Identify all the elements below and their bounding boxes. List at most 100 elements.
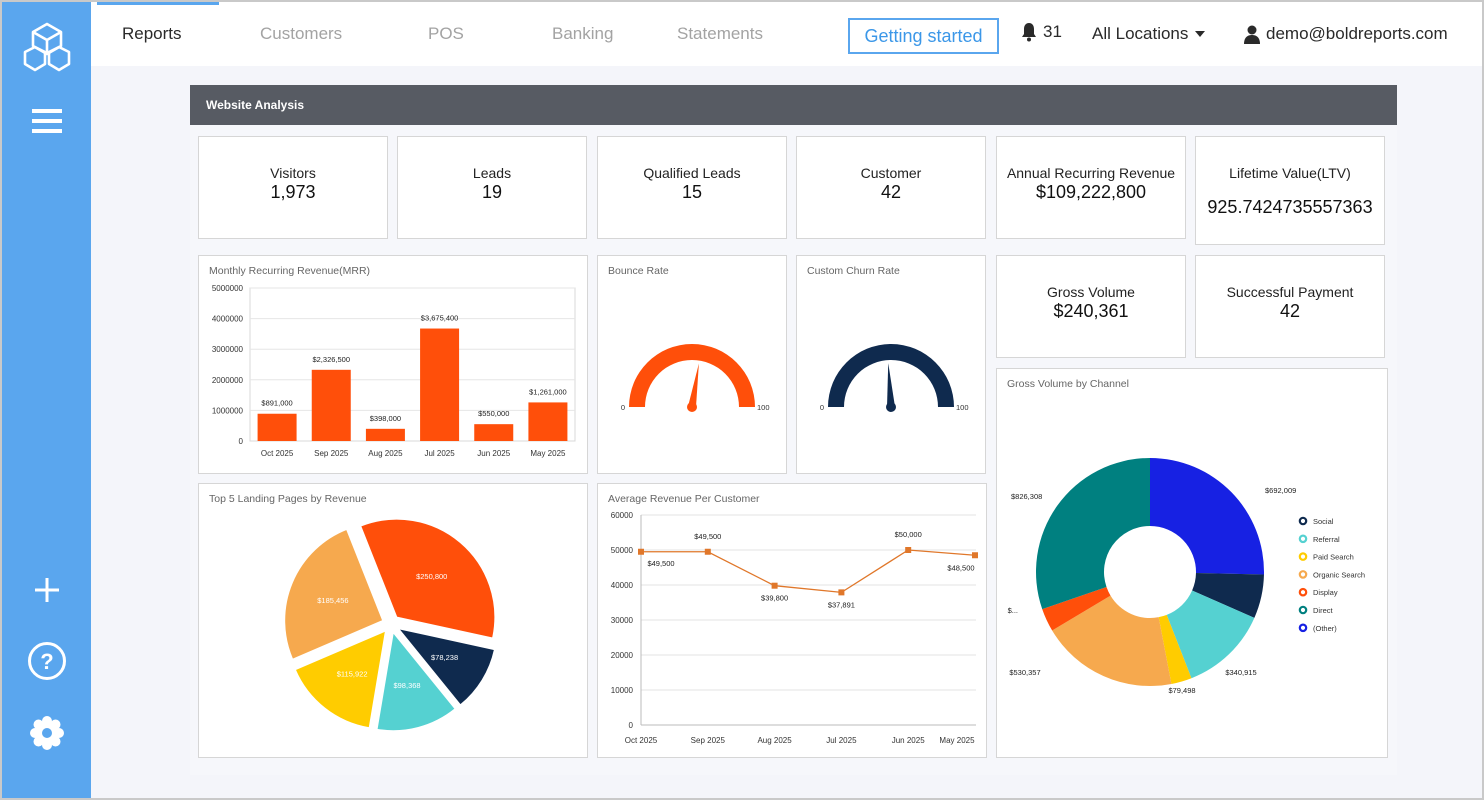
kpi-value: $240,361 bbox=[1053, 301, 1129, 321]
x-tick-label: Oct 2025 bbox=[261, 449, 294, 458]
tab-customers[interactable]: Customers bbox=[260, 24, 343, 43]
chart-title: Monthly Recurring Revenue(MRR) bbox=[209, 265, 371, 277]
donut-data-label: $... bbox=[1008, 606, 1018, 615]
y-tick-label: 0 bbox=[629, 721, 634, 730]
tab-reports[interactable]: Reports bbox=[122, 24, 182, 43]
x-tick-label: May 2025 bbox=[939, 736, 975, 745]
donut-slice bbox=[1158, 614, 1192, 684]
arpc-chart-card: Average Revenue Per Customer 0 10000 20000… bbox=[597, 483, 987, 758]
chart-title: Average Revenue Per Customer bbox=[608, 493, 760, 505]
bar bbox=[474, 424, 514, 441]
kpi-label: Gross Volume bbox=[1047, 284, 1135, 300]
y-tick-label: 20000 bbox=[611, 651, 634, 660]
gauge-needle bbox=[887, 363, 895, 408]
notifications-button[interactable]: 31 bbox=[1021, 22, 1062, 42]
data-point bbox=[905, 547, 912, 553]
y-tick-label: 30000 bbox=[611, 616, 634, 625]
chart-title: Custom Churn Rate bbox=[807, 265, 900, 277]
legend-marker bbox=[1298, 623, 1308, 633]
legend-label: Paid Search bbox=[1313, 553, 1354, 562]
legend-label: Display bbox=[1313, 588, 1338, 597]
tab-pos[interactable]: POS bbox=[428, 24, 464, 43]
x-tick-label: Oct 2025 bbox=[625, 736, 658, 745]
pie-data-label: $185,456 bbox=[317, 596, 348, 605]
data-point bbox=[971, 552, 978, 559]
legend-marker bbox=[1298, 587, 1308, 597]
pie-slice bbox=[397, 627, 496, 706]
getting-started-button[interactable]: Getting started bbox=[848, 18, 999, 54]
gross-volume-donut-chart: $692,009 $... $340,915 $79,498 $530,357 $826,… bbox=[1008, 458, 1365, 695]
kpi-value: 1,973 bbox=[270, 182, 316, 202]
gauge-max-label: 100 bbox=[956, 403, 969, 412]
gauge-max-label: 100 bbox=[757, 403, 770, 412]
gauge-needle-hub bbox=[886, 402, 896, 412]
bar bbox=[528, 402, 568, 441]
donut-slice bbox=[1166, 590, 1255, 679]
kpi-label: Leads bbox=[472, 165, 512, 181]
tab-banking[interactable]: Banking bbox=[552, 24, 614, 43]
legend-label: Referral bbox=[1313, 535, 1340, 544]
pie-slice bbox=[360, 518, 496, 639]
churn-rate-card: Custom Churn Rate 0 100 bbox=[796, 255, 986, 474]
x-tick-label: Aug 2025 bbox=[757, 736, 792, 745]
x-tick-label: Sep 2025 bbox=[691, 736, 726, 745]
point-data-label: $49,500 bbox=[647, 559, 674, 568]
user-menu[interactable]: demo@boldreports.com bbox=[1244, 24, 1448, 44]
svg-text:?: ? bbox=[40, 649, 53, 674]
donut-slice bbox=[1042, 586, 1111, 631]
donut-data-label: $692,009 bbox=[1265, 486, 1296, 495]
bell-icon bbox=[1022, 23, 1036, 42]
pie-data-label: $78,238 bbox=[431, 653, 458, 662]
y-tick-label: 50000 bbox=[611, 546, 634, 555]
kpi-label: Annual Recurring Revenue bbox=[1006, 165, 1176, 181]
data-point bbox=[704, 548, 711, 555]
legend-marker bbox=[1298, 570, 1308, 579]
menu-icon[interactable] bbox=[2, 105, 91, 137]
user-avatar-icon bbox=[1244, 25, 1260, 44]
x-tick-label: Jul 2025 bbox=[424, 449, 455, 458]
app-logo-icon[interactable] bbox=[2, 18, 91, 78]
data-point bbox=[838, 589, 845, 596]
user-email: demo@boldreports.com bbox=[1266, 24, 1448, 43]
data-point bbox=[638, 548, 644, 555]
gross-volume-channel-card: Gross Volume by Channel $692,009 $... $340… bbox=[996, 368, 1388, 758]
tab-statements[interactable]: Statements bbox=[677, 24, 763, 43]
bar-data-label: $398,000 bbox=[370, 414, 401, 423]
point-data-label: $48,500 bbox=[947, 563, 974, 572]
x-tick-label: Jun 2025 bbox=[892, 736, 925, 745]
x-tick-label: Sep 2025 bbox=[314, 449, 349, 458]
chart-title: Top 5 Landing Pages by Revenue bbox=[209, 493, 367, 505]
bar bbox=[420, 328, 460, 441]
help-icon[interactable]: ? bbox=[2, 640, 91, 682]
gauge-min-label: 0 bbox=[820, 403, 824, 412]
pie-data-label: $115,922 bbox=[337, 669, 368, 678]
y-tick-label: 4000000 bbox=[212, 315, 244, 324]
bar-data-label: $2,326,500 bbox=[312, 355, 350, 364]
kpi-label: Customer bbox=[860, 165, 922, 181]
kpi-value: 42 bbox=[1279, 301, 1301, 321]
bar bbox=[257, 413, 297, 441]
donut-data-label: $79,498 bbox=[1168, 686, 1195, 695]
mrr-bar-chart: 0 1000000 2000000 3000000 4000000 5000000 $891… bbox=[212, 284, 576, 458]
bar-data-label: $550,000 bbox=[478, 409, 509, 418]
y-tick-label: 1000000 bbox=[212, 406, 244, 415]
add-icon[interactable] bbox=[2, 574, 91, 606]
pie-slice bbox=[376, 631, 456, 732]
legend-marker bbox=[1298, 552, 1308, 561]
data-point bbox=[771, 582, 778, 589]
kpi-card-gross-volume: Gross Volume $240,361 bbox=[996, 255, 1186, 358]
chevron-down-icon bbox=[1195, 31, 1206, 37]
donut-slice bbox=[1052, 595, 1172, 686]
locations-dropdown[interactable]: All Locations bbox=[1092, 24, 1206, 44]
y-tick-label: 0 bbox=[239, 437, 244, 446]
legend-marker bbox=[1298, 516, 1308, 526]
point-data-label: $50,000 bbox=[895, 530, 922, 539]
bar-data-label: $3,675,400 bbox=[421, 314, 459, 323]
kpi-value: 925.7424735557363 bbox=[1207, 197, 1373, 217]
x-tick-label: Jun 2025 bbox=[477, 449, 510, 458]
kpi-card-customer: Customer 42 bbox=[796, 136, 986, 239]
top-navigation: Reports Customers POS Banking Statements… bbox=[91, 2, 1482, 66]
notification-count: 31 bbox=[1043, 22, 1062, 41]
kpi-card-qualified-leads: Qualified Leads 15 bbox=[597, 136, 787, 239]
settings-gear-icon[interactable] bbox=[2, 713, 91, 753]
